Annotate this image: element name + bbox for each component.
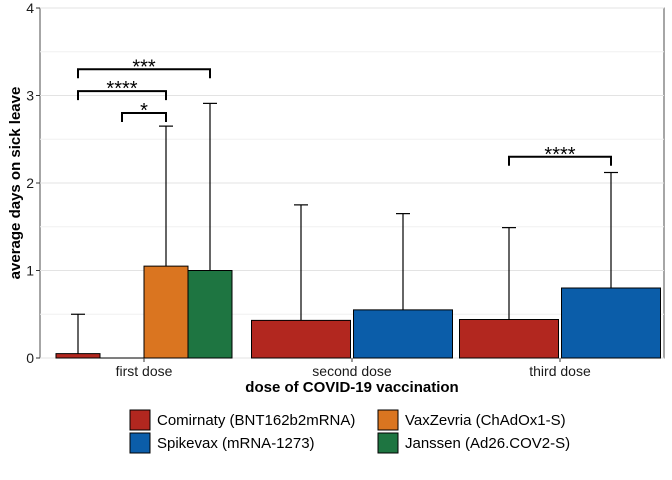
bar xyxy=(143,265,189,359)
y-tick-label: 0 xyxy=(26,350,34,366)
significance-bracket xyxy=(77,90,167,101)
legend-swatch xyxy=(129,409,151,431)
legend-swatch xyxy=(377,432,399,454)
significance-bracket xyxy=(121,112,167,122)
legend-swatch xyxy=(377,409,399,431)
bar xyxy=(561,287,661,359)
legend-label: Comirnaty (BNT162b2mRNA) xyxy=(157,412,355,429)
legend-label: VaxZevria (ChAdOx1-S) xyxy=(405,412,566,429)
significance-bracket xyxy=(77,68,211,79)
y-axis-ticks: 0 1 2 3 4 xyxy=(26,0,40,366)
x-tick-label: first dose xyxy=(116,363,173,379)
significance-label: *** xyxy=(132,56,156,78)
bar xyxy=(251,319,351,359)
x-axis-title: dose of COVID-19 vaccination xyxy=(245,379,458,396)
significance-brackets: ************ xyxy=(77,56,612,166)
y-axis-title: average days on sick leave xyxy=(7,87,24,280)
legend: Comirnaty (BNT162b2mRNA) Spikevax (mRNA-1… xyxy=(129,409,570,454)
bar xyxy=(459,319,559,359)
y-tick-label: 1 xyxy=(26,263,34,279)
significance-label: **** xyxy=(544,144,575,166)
x-axis-ticks: first dose second dose third dose xyxy=(116,358,591,379)
legend-label: Spikevax (mRNA-1273) xyxy=(157,435,315,452)
y-tick-label: 4 xyxy=(26,0,34,16)
significance-label: **** xyxy=(106,78,137,100)
significance-bracket xyxy=(508,155,612,166)
bars xyxy=(55,265,661,359)
error-bars xyxy=(71,102,618,354)
legend-label: Janssen (Ad26.COV2-S) xyxy=(405,435,570,452)
bar xyxy=(187,270,233,359)
x-tick-label: second dose xyxy=(312,363,392,379)
significance-label: * xyxy=(140,100,148,122)
x-tick-label: third dose xyxy=(529,363,591,379)
bar xyxy=(55,353,101,359)
bar xyxy=(353,309,453,359)
y-tick-label: 2 xyxy=(26,175,34,191)
y-tick-label: 3 xyxy=(26,88,34,104)
legend-swatch xyxy=(129,432,151,454)
